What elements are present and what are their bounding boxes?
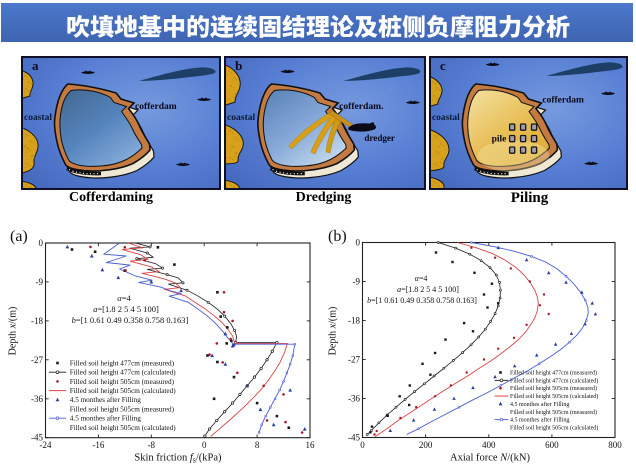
svg-text:Axial force N/(kN): Axial force N/(kN): [450, 453, 530, 464]
svg-text:Skin friction fs/(kPa): Skin friction fs/(kPa): [134, 453, 222, 465]
svg-text:Filled soil height 505cm (calc: Filled soil height 505cm (calculated): [510, 393, 598, 400]
svg-text:-45: -45: [348, 433, 360, 443]
svg-text:-27: -27: [31, 355, 43, 365]
svg-text:Depth x/(m): Depth x/(m): [8, 307, 19, 356]
svg-text:-27: -27: [348, 355, 360, 365]
svg-text:b=[1 0.61 0.49 0.358 0.758 0.1: b=[1 0.61 0.49 0.358 0.758 0.163]: [367, 296, 477, 305]
svg-text:4.5 monthes after Filling: 4.5 monthes after Filling: [70, 396, 141, 404]
svg-text:-16: -16: [92, 440, 104, 450]
svg-text:(a): (a): [10, 228, 28, 245]
svg-text:Filled soil height 477cm (calc: Filled soil height 477cm (calculated): [510, 377, 598, 384]
svg-text:a=[1.8 2 5 4 5 100]: a=[1.8 2 5 4 5 100]: [93, 304, 159, 314]
svg-text:200: 200: [419, 440, 433, 450]
svg-text:-24: -24: [40, 440, 52, 450]
svg-text:Filled soil height 477cm (meas: Filled soil height 477cm (measured): [510, 370, 597, 377]
svg-text:-8: -8: [148, 440, 156, 450]
svg-text:Filled soil height 505cm (meas: Filled soil height 505cm (measured): [70, 405, 175, 413]
svg-text:Filled soil height 505cm (meas: Filled soil height 505cm (measured): [70, 378, 175, 386]
svg-text:cofferdam.: cofferdam.: [339, 101, 383, 112]
svg-text:Filled soil height 505cm (calc: Filled soil height 505cm (calculated): [70, 387, 176, 395]
svg-text:400: 400: [482, 440, 496, 450]
svg-text:Depth x/(m): Depth x/(m): [328, 307, 339, 356]
svg-text:-9: -9: [36, 277, 44, 287]
svg-text:-18: -18: [31, 316, 43, 326]
svg-text:coastal: coastal: [432, 113, 460, 123]
svg-text:4.5 monthes after Filling: 4.5 monthes after Filling: [70, 415, 141, 423]
svg-text:coastal: coastal: [227, 112, 256, 123]
svg-text:8: 8: [255, 440, 260, 450]
svg-text:Filled soil height 477cm (meas: Filled soil height 477cm (measured): [70, 359, 175, 367]
svg-text:-36: -36: [31, 394, 43, 404]
svg-text:Filled soil height 505cm (calc: Filled soil height 505cm (calculated): [510, 424, 598, 431]
svg-text:c: c: [440, 58, 446, 73]
svg-text:b: b: [235, 58, 242, 73]
svg-text:0: 0: [202, 440, 207, 450]
svg-text:-45: -45: [31, 433, 43, 443]
svg-text:a=[1.8 2 5 4 5 100]: a=[1.8 2 5 4 5 100]: [397, 285, 459, 294]
svg-text:0: 0: [360, 440, 365, 450]
svg-text:4.5 monthes after Filling: 4.5 monthes after Filling: [510, 417, 569, 424]
svg-text:α=4: α=4: [117, 293, 131, 303]
svg-text:dredger: dredger: [364, 133, 395, 143]
svg-text:0: 0: [356, 238, 361, 248]
svg-text:16: 16: [306, 440, 316, 450]
svg-text:Filled soil height 477cm (calc: Filled soil height 477cm (calculated): [70, 369, 176, 377]
svg-text:coastal: coastal: [24, 113, 52, 123]
svg-text:pile: pile: [492, 134, 507, 144]
svg-text:600: 600: [545, 440, 559, 450]
svg-text:800: 800: [608, 440, 622, 450]
svg-text:cofferdam: cofferdam: [135, 102, 177, 112]
svg-text:4.5 monthes after Filling: 4.5 monthes after Filling: [510, 401, 569, 408]
svg-text:cofferdam: cofferdam: [542, 95, 584, 105]
svg-text:-36: -36: [348, 394, 360, 404]
svg-text:0: 0: [39, 238, 44, 248]
svg-text:b=[1 0.61 0.49 0.358 0.758 0.1: b=[1 0.61 0.49 0.358 0.758 0.163]: [72, 315, 189, 325]
svg-text:α=4: α=4: [415, 274, 428, 283]
svg-text:-18: -18: [348, 316, 360, 326]
svg-text:a: a: [32, 58, 39, 73]
svg-text:Filled soil height 505cm (meas: Filled soil height 505cm (measured): [510, 409, 597, 416]
svg-text:-9: -9: [353, 277, 361, 287]
svg-text:Filled soil height 505cm (calc: Filled soil height 505cm (calculated): [70, 424, 176, 432]
svg-text:(b): (b): [328, 228, 347, 245]
svg-text:Filled soil height 505cm (meas: Filled soil height 505cm (measured): [510, 385, 597, 392]
